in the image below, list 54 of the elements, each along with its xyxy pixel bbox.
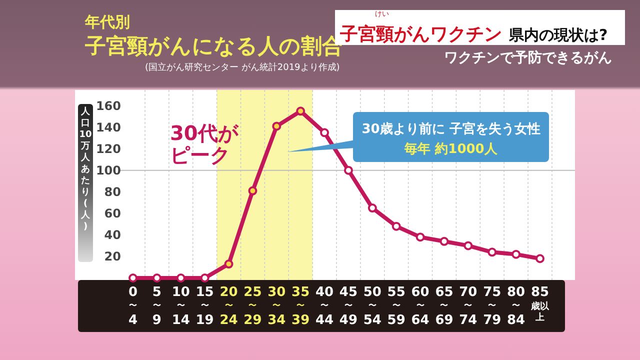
- text: 人口10万人あたり(人): [79, 107, 92, 232]
- point: [464, 241, 473, 250]
- point: [176, 274, 186, 282]
- annotation: 30歳より前に 子宮を失う女性: [362, 121, 540, 137]
- y-tick-label: 80: [104, 184, 121, 199]
- x-tick-label: 40〜44: [315, 285, 334, 328]
- annotation: 30代が: [170, 121, 239, 145]
- x-tick-label: 35〜39: [292, 285, 310, 328]
- x-tick-label: 30〜34: [268, 285, 286, 328]
- x-tick-label: 55〜59: [387, 285, 406, 328]
- point: [344, 166, 353, 175]
- point: [320, 128, 330, 138]
- point: [440, 236, 449, 246]
- x-tick-label: 10〜14: [172, 285, 190, 328]
- x-tick-label: 25〜29: [244, 285, 262, 328]
- y-tick-label: 60: [104, 206, 121, 220]
- x-tick-label: 85歳以上: [530, 285, 550, 323]
- point: [488, 248, 497, 257]
- x-tick-label: 5〜9: [152, 285, 162, 328]
- y-tick-label: 20: [104, 249, 121, 264]
- y-tick-label: 140: [96, 120, 121, 134]
- x-tick-label: 20〜24: [220, 285, 238, 328]
- x-tick-label: 15〜19: [196, 285, 214, 328]
- text: ワクチンで予防できるがん: [444, 49, 612, 66]
- point: [224, 260, 234, 269]
- point: [536, 254, 544, 264]
- point: [416, 232, 425, 242]
- point: [368, 204, 377, 213]
- point: [392, 222, 401, 231]
- y-tick-label: 40: [104, 228, 121, 242]
- y-tick-label: 100: [96, 163, 121, 178]
- y-tick-label: 120: [96, 142, 121, 156]
- annotation: ピーク: [170, 143, 230, 167]
- point: [512, 250, 521, 259]
- text: 県内の現状は?: [508, 26, 608, 44]
- point: [152, 274, 162, 282]
- point: [248, 186, 258, 196]
- x-tick-label: 45〜49: [339, 285, 358, 328]
- x-tick-label: 0〜4: [128, 285, 138, 328]
- point: [272, 122, 282, 131]
- chart-subtitle: 年代別: [84, 13, 130, 31]
- annotation: 毎年 約1000人: [404, 142, 498, 157]
- text: 子宮頸がんワクチン: [339, 24, 502, 45]
- x-tick-label: 75〜79: [483, 285, 502, 328]
- x-tick-label: 80〜84: [507, 285, 526, 328]
- y-tick-label: 160: [96, 98, 121, 113]
- point: [200, 274, 210, 282]
- point: [128, 274, 138, 282]
- x-tick-label: 65〜69: [435, 285, 454, 328]
- x-tick-label: 60〜64: [411, 285, 430, 328]
- x-tick-label: 70〜74: [459, 285, 478, 328]
- point: [296, 106, 306, 116]
- x-tick-label: 50〜54: [363, 285, 382, 328]
- text: (国立がん研究センター がん統計2019より作成): [145, 62, 340, 73]
